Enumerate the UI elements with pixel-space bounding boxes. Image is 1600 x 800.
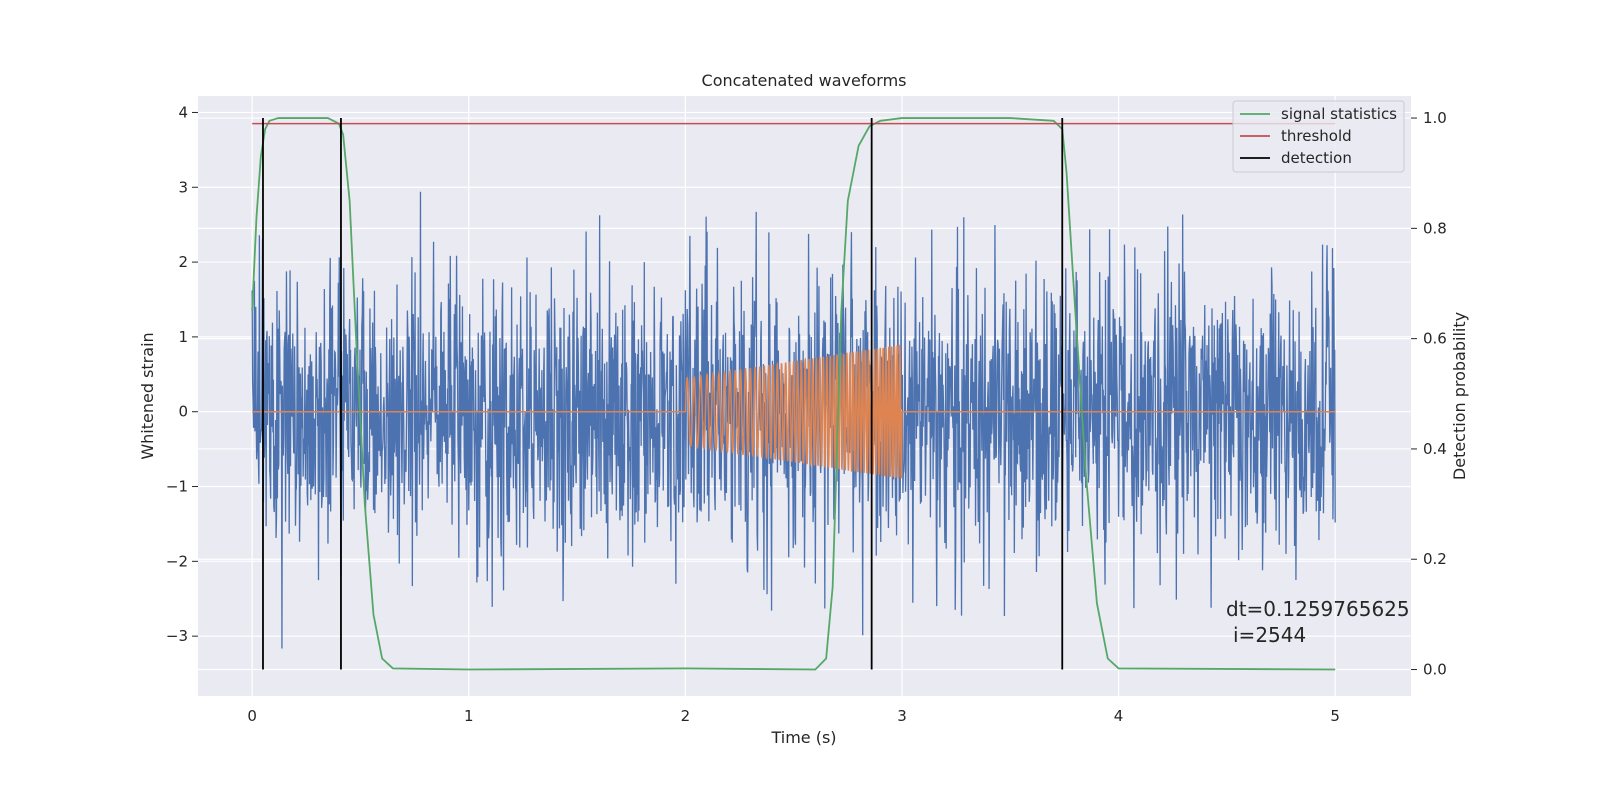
left-tick-label: −3 <box>166 627 188 645</box>
chirp-line <box>252 344 1336 479</box>
left-tick-label: 0 <box>178 403 188 421</box>
right-tick-label: 0.8 <box>1423 219 1447 237</box>
x-tick-label: 0 <box>247 707 257 725</box>
left-tick-label: 2 <box>178 253 188 271</box>
x-tick-label: 4 <box>1114 707 1124 725</box>
x-ticks: 0 1 2 3 4 5 <box>247 707 1340 725</box>
left-tick-label: 1 <box>178 328 188 346</box>
legend-box <box>1232 100 1405 173</box>
series-detection <box>262 118 1064 670</box>
signal-statistics-line <box>251 117 1336 671</box>
x-tick-label: 2 <box>681 707 691 725</box>
right-tick-label: 0.0 <box>1423 661 1447 679</box>
left-tick-label: 4 <box>178 103 188 121</box>
right-tick-label: 1.0 <box>1423 109 1447 127</box>
legend: signal statistics threshold detection <box>1232 100 1405 173</box>
y-axis-label: Whitened strain <box>138 332 157 459</box>
x-tick-label: 1 <box>464 707 474 725</box>
annotation-dt: dt=0.1259765625 <box>1226 597 1410 621</box>
series-chirp <box>252 344 1336 479</box>
x-axis-label: Time (s) <box>770 728 836 747</box>
right-tick-label: 0.4 <box>1423 440 1447 458</box>
legend-label-threshold: threshold <box>1281 127 1352 145</box>
legend-label-signal-statistics: signal statistics <box>1281 105 1397 123</box>
left-y-ticks: −3 −2 −1 0 1 2 3 4 <box>166 103 198 645</box>
legend-label-detection: detection <box>1281 149 1352 167</box>
series-signal-statistics <box>251 117 1336 671</box>
x-tick-label: 3 <box>897 707 907 725</box>
annotation-i: i=2544 <box>1233 623 1306 647</box>
left-tick-label: −1 <box>166 478 188 496</box>
left-tick-label: 3 <box>178 178 188 196</box>
y-axis-label-right: Detection probability <box>1450 312 1469 480</box>
right-tick-label: 0.6 <box>1423 330 1447 348</box>
left-tick-label: −2 <box>166 552 188 570</box>
right-y-ticks: 0.0 0.2 0.4 0.6 0.8 1.0 <box>1411 109 1447 679</box>
right-tick-label: 0.2 <box>1423 550 1447 568</box>
x-tick-label: 5 <box>1330 707 1340 725</box>
chart-title: Concatenated waveforms <box>702 71 907 90</box>
